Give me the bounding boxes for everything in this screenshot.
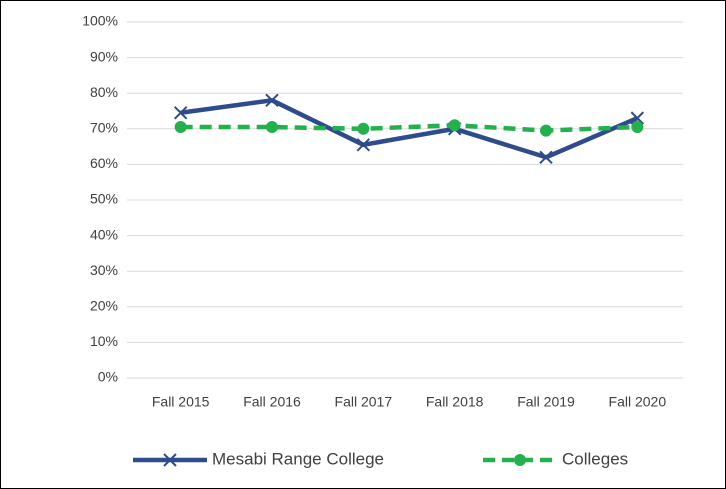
series-line [180, 122, 638, 133]
y-tick-label: 30% [90, 262, 118, 278]
marker [631, 121, 644, 134]
legend-label: Mesabi Range College [212, 449, 384, 468]
y-tick-label: 0% [98, 369, 118, 385]
y-tick-label: 40% [90, 226, 118, 242]
marker [173, 106, 188, 120]
marker [356, 138, 371, 152]
series-line [180, 98, 639, 160]
y-tick-label: 20% [90, 298, 118, 314]
legend-marker [163, 453, 177, 467]
marker [539, 150, 553, 164]
x-tick-label: Fall 2019 [517, 394, 575, 410]
marker [357, 122, 370, 135]
legend-label: Colleges [562, 449, 628, 468]
x-tick-label: Fall 2017 [335, 394, 393, 410]
y-tick-label: 70% [90, 120, 118, 136]
y-tick-label: 50% [90, 191, 118, 207]
y-tick-label: 90% [90, 48, 118, 64]
legend-item: Colleges [483, 449, 628, 468]
y-tick-label: 100% [82, 13, 118, 29]
marker [540, 124, 552, 137]
marker [630, 111, 645, 125]
y-tick-label: 80% [90, 84, 118, 100]
legend-marker [514, 454, 526, 466]
marker [448, 119, 461, 132]
x-tick-label: Fall 2018 [426, 394, 484, 410]
y-tick-label: 10% [90, 333, 118, 349]
legend-item: Mesabi Range College [133, 449, 384, 468]
x-tick-label: Fall 2015 [152, 394, 210, 410]
x-tick-label: Fall 2020 [609, 394, 667, 410]
x-tick-label: Fall 2016 [243, 394, 301, 410]
y-tick-label: 60% [90, 155, 118, 171]
marker [266, 121, 278, 134]
marker [265, 93, 279, 108]
marker [174, 121, 187, 134]
